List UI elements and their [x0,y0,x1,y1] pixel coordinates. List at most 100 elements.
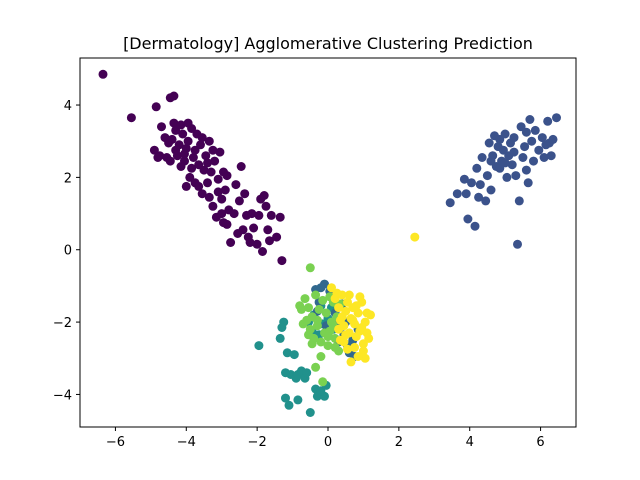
data-point [281,368,290,378]
data-point [539,153,549,162]
data-point [343,344,352,354]
data-point [321,308,331,318]
data-point [181,181,191,191]
data-point [284,400,294,410]
x-tick-label: 2 [395,435,403,450]
data-point [263,225,273,235]
data-point [467,178,476,188]
data-point [518,153,528,162]
data-point [197,133,207,143]
data-point [311,290,321,300]
data-point [486,156,496,166]
data-point [281,393,290,403]
data-point [300,294,310,304]
data-point [302,315,312,325]
data-point [176,120,186,130]
data-point [206,167,216,177]
data-point [226,238,236,247]
data-point [470,221,480,231]
data-point [486,185,496,195]
data-point [208,145,218,155]
data-point [258,247,267,256]
data-point [529,156,538,166]
data-point [199,165,209,175]
data-point [188,153,198,162]
data-point [183,136,193,146]
data-point [167,134,177,144]
data-point [355,292,365,302]
data-point [236,162,246,171]
data-point [543,116,553,126]
data-point [213,187,223,197]
data-point [548,134,558,144]
data-point [320,279,329,289]
data-point [332,288,342,298]
data-point [204,136,214,146]
data-point [169,118,179,128]
data-point [194,181,204,191]
data-point [323,341,333,351]
data-point [277,256,287,266]
data-point [151,102,161,112]
x-tick-label: −4 [177,435,196,450]
data-point [482,171,492,181]
data-point [176,162,186,171]
data-point [178,129,188,139]
data-point [234,196,244,206]
data-point [445,198,455,208]
data-point [311,362,321,372]
data-point [353,352,363,361]
data-point [215,147,225,157]
data-point [165,156,175,166]
data-point [323,332,333,342]
points-layer [98,69,561,417]
data-point [350,342,360,352]
data-point [183,118,193,128]
data-point [295,301,305,311]
data-point [245,238,255,247]
data-point [521,165,531,175]
data-point [316,352,326,361]
chart-title: [Dermatology] Agglomerative Clustering P… [123,34,533,53]
data-point [351,301,361,311]
data-point [201,151,211,161]
x-tick-label: 6 [536,435,544,450]
data-point [511,171,521,181]
data-point [247,209,257,219]
data-point [318,377,328,387]
data-point [461,189,471,199]
data-point [484,138,494,148]
data-point [196,140,205,150]
data-point [500,129,510,139]
data-point [348,315,358,325]
data-point [171,145,181,155]
data-point [530,125,540,135]
data-point [231,180,241,190]
data-point [552,113,561,123]
data-point [254,210,264,220]
data-point [334,303,344,313]
data-point [277,323,287,332]
data-point [341,330,351,340]
x-tick-label: −6 [106,435,125,450]
data-point [217,194,227,204]
data-point [203,158,212,168]
data-point [272,232,282,242]
x-tick-label: 4 [466,435,474,450]
data-point [534,145,544,155]
data-point [305,408,315,417]
data-point [472,163,482,173]
data-point [525,115,535,124]
data-point [197,189,207,199]
data-point [261,201,271,211]
data-point [500,158,510,168]
x-tick-label: 0 [324,435,332,450]
data-point [509,133,519,143]
data-point [334,324,344,334]
data-point [289,350,299,360]
data-point [252,239,262,249]
data-point [222,219,232,229]
data-point [219,167,228,177]
data-point [180,149,189,159]
data-point [410,232,420,242]
